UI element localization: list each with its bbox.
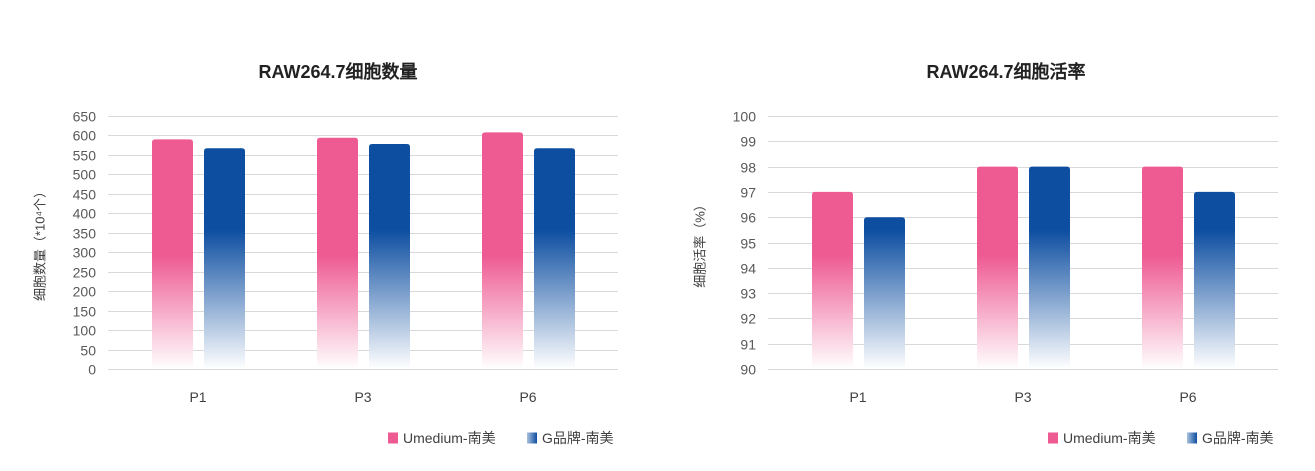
- y-tick-label: 90: [740, 362, 756, 378]
- bar-series-2: [534, 148, 575, 369]
- y-tick-label: 250: [73, 265, 97, 281]
- legend: Umedium-南美 G品牌-南美: [388, 430, 614, 446]
- x-tick-label: P6: [519, 389, 536, 405]
- x-axis-categories: P1 P3 P6: [849, 389, 1196, 405]
- y-axis-ticks: 0 50 100 150 200 250 300 350 400 450 500 550 600 650: [73, 109, 97, 378]
- bar-series-1: [1142, 166, 1183, 369]
- y-tick-label: 100: [73, 323, 97, 339]
- legend-item: G品牌-南美: [527, 430, 614, 446]
- legend-swatch: [527, 432, 537, 444]
- y-tick-label: 600: [73, 128, 97, 144]
- bar-series-2: [1194, 191, 1235, 369]
- y-tick-label: 350: [73, 226, 97, 242]
- bar-series-2: [1029, 166, 1070, 369]
- y-tick-label: 200: [73, 284, 97, 300]
- bar-series-2: [204, 148, 245, 369]
- chart-title: RAW264.7细胞数量: [258, 61, 417, 82]
- legend-label: Umedium-南美: [403, 430, 496, 446]
- y-tick-label: 400: [73, 206, 97, 222]
- bar-series-2: [369, 144, 410, 369]
- legend-label: Umedium-南美: [1063, 430, 1156, 446]
- x-tick-label: P6: [1179, 389, 1196, 405]
- bar-series-2: [864, 217, 905, 369]
- bar-series-1: [482, 132, 523, 369]
- legend: Umedium-南美 G品牌-南美: [1048, 430, 1274, 446]
- y-tick-label: 99: [740, 134, 756, 150]
- legend-swatch: [388, 432, 398, 444]
- y-tick-label: 300: [73, 245, 97, 261]
- y-tick-label: 550: [73, 148, 97, 164]
- bars: [812, 166, 1235, 369]
- x-axis-categories: P1 P3 P6: [189, 389, 536, 405]
- y-tick-label: 500: [73, 167, 97, 183]
- y-tick-label: 94: [740, 261, 756, 277]
- bar-series-1: [152, 139, 193, 369]
- y-tick-label: 95: [740, 236, 756, 252]
- bar-series-1: [812, 191, 853, 369]
- y-tick-label: 50: [80, 343, 96, 359]
- y-tick-label: 93: [740, 286, 756, 302]
- legend-item: G品牌-南美: [1187, 430, 1274, 446]
- y-axis-label: 细胞活率（%）: [693, 198, 708, 288]
- y-axis-label: 细胞数量（*10⁴个）: [33, 185, 48, 301]
- bars: [152, 132, 575, 369]
- y-axis-ticks: 90 91 92 93 94 95 96 97 98 99 100: [733, 109, 757, 378]
- y-tick-label: 100: [733, 109, 757, 125]
- x-tick-label: P3: [354, 389, 371, 405]
- bar-series-1: [977, 166, 1018, 369]
- y-tick-label: 150: [73, 304, 97, 320]
- y-tick-label: 91: [740, 337, 756, 353]
- x-tick-label: P1: [849, 389, 866, 405]
- legend-item: Umedium-南美: [388, 430, 496, 446]
- y-tick-label: 0: [88, 362, 96, 378]
- legend-item: Umedium-南美: [1048, 430, 1156, 446]
- legend-label: G品牌-南美: [1202, 430, 1274, 446]
- x-tick-label: P1: [189, 389, 206, 405]
- x-tick-label: P3: [1014, 389, 1031, 405]
- y-tick-label: 450: [73, 187, 97, 203]
- legend-label: G品牌-南美: [542, 430, 614, 446]
- y-tick-label: 97: [740, 185, 756, 201]
- y-tick-label: 96: [740, 210, 756, 226]
- y-tick-label: 98: [740, 160, 756, 176]
- legend-swatch: [1187, 432, 1197, 444]
- chart-title: RAW264.7细胞活率: [926, 61, 1085, 82]
- legend-swatch: [1048, 432, 1058, 444]
- bar-series-1: [317, 137, 358, 369]
- y-tick-label: 92: [740, 311, 756, 327]
- y-tick-label: 650: [73, 109, 97, 125]
